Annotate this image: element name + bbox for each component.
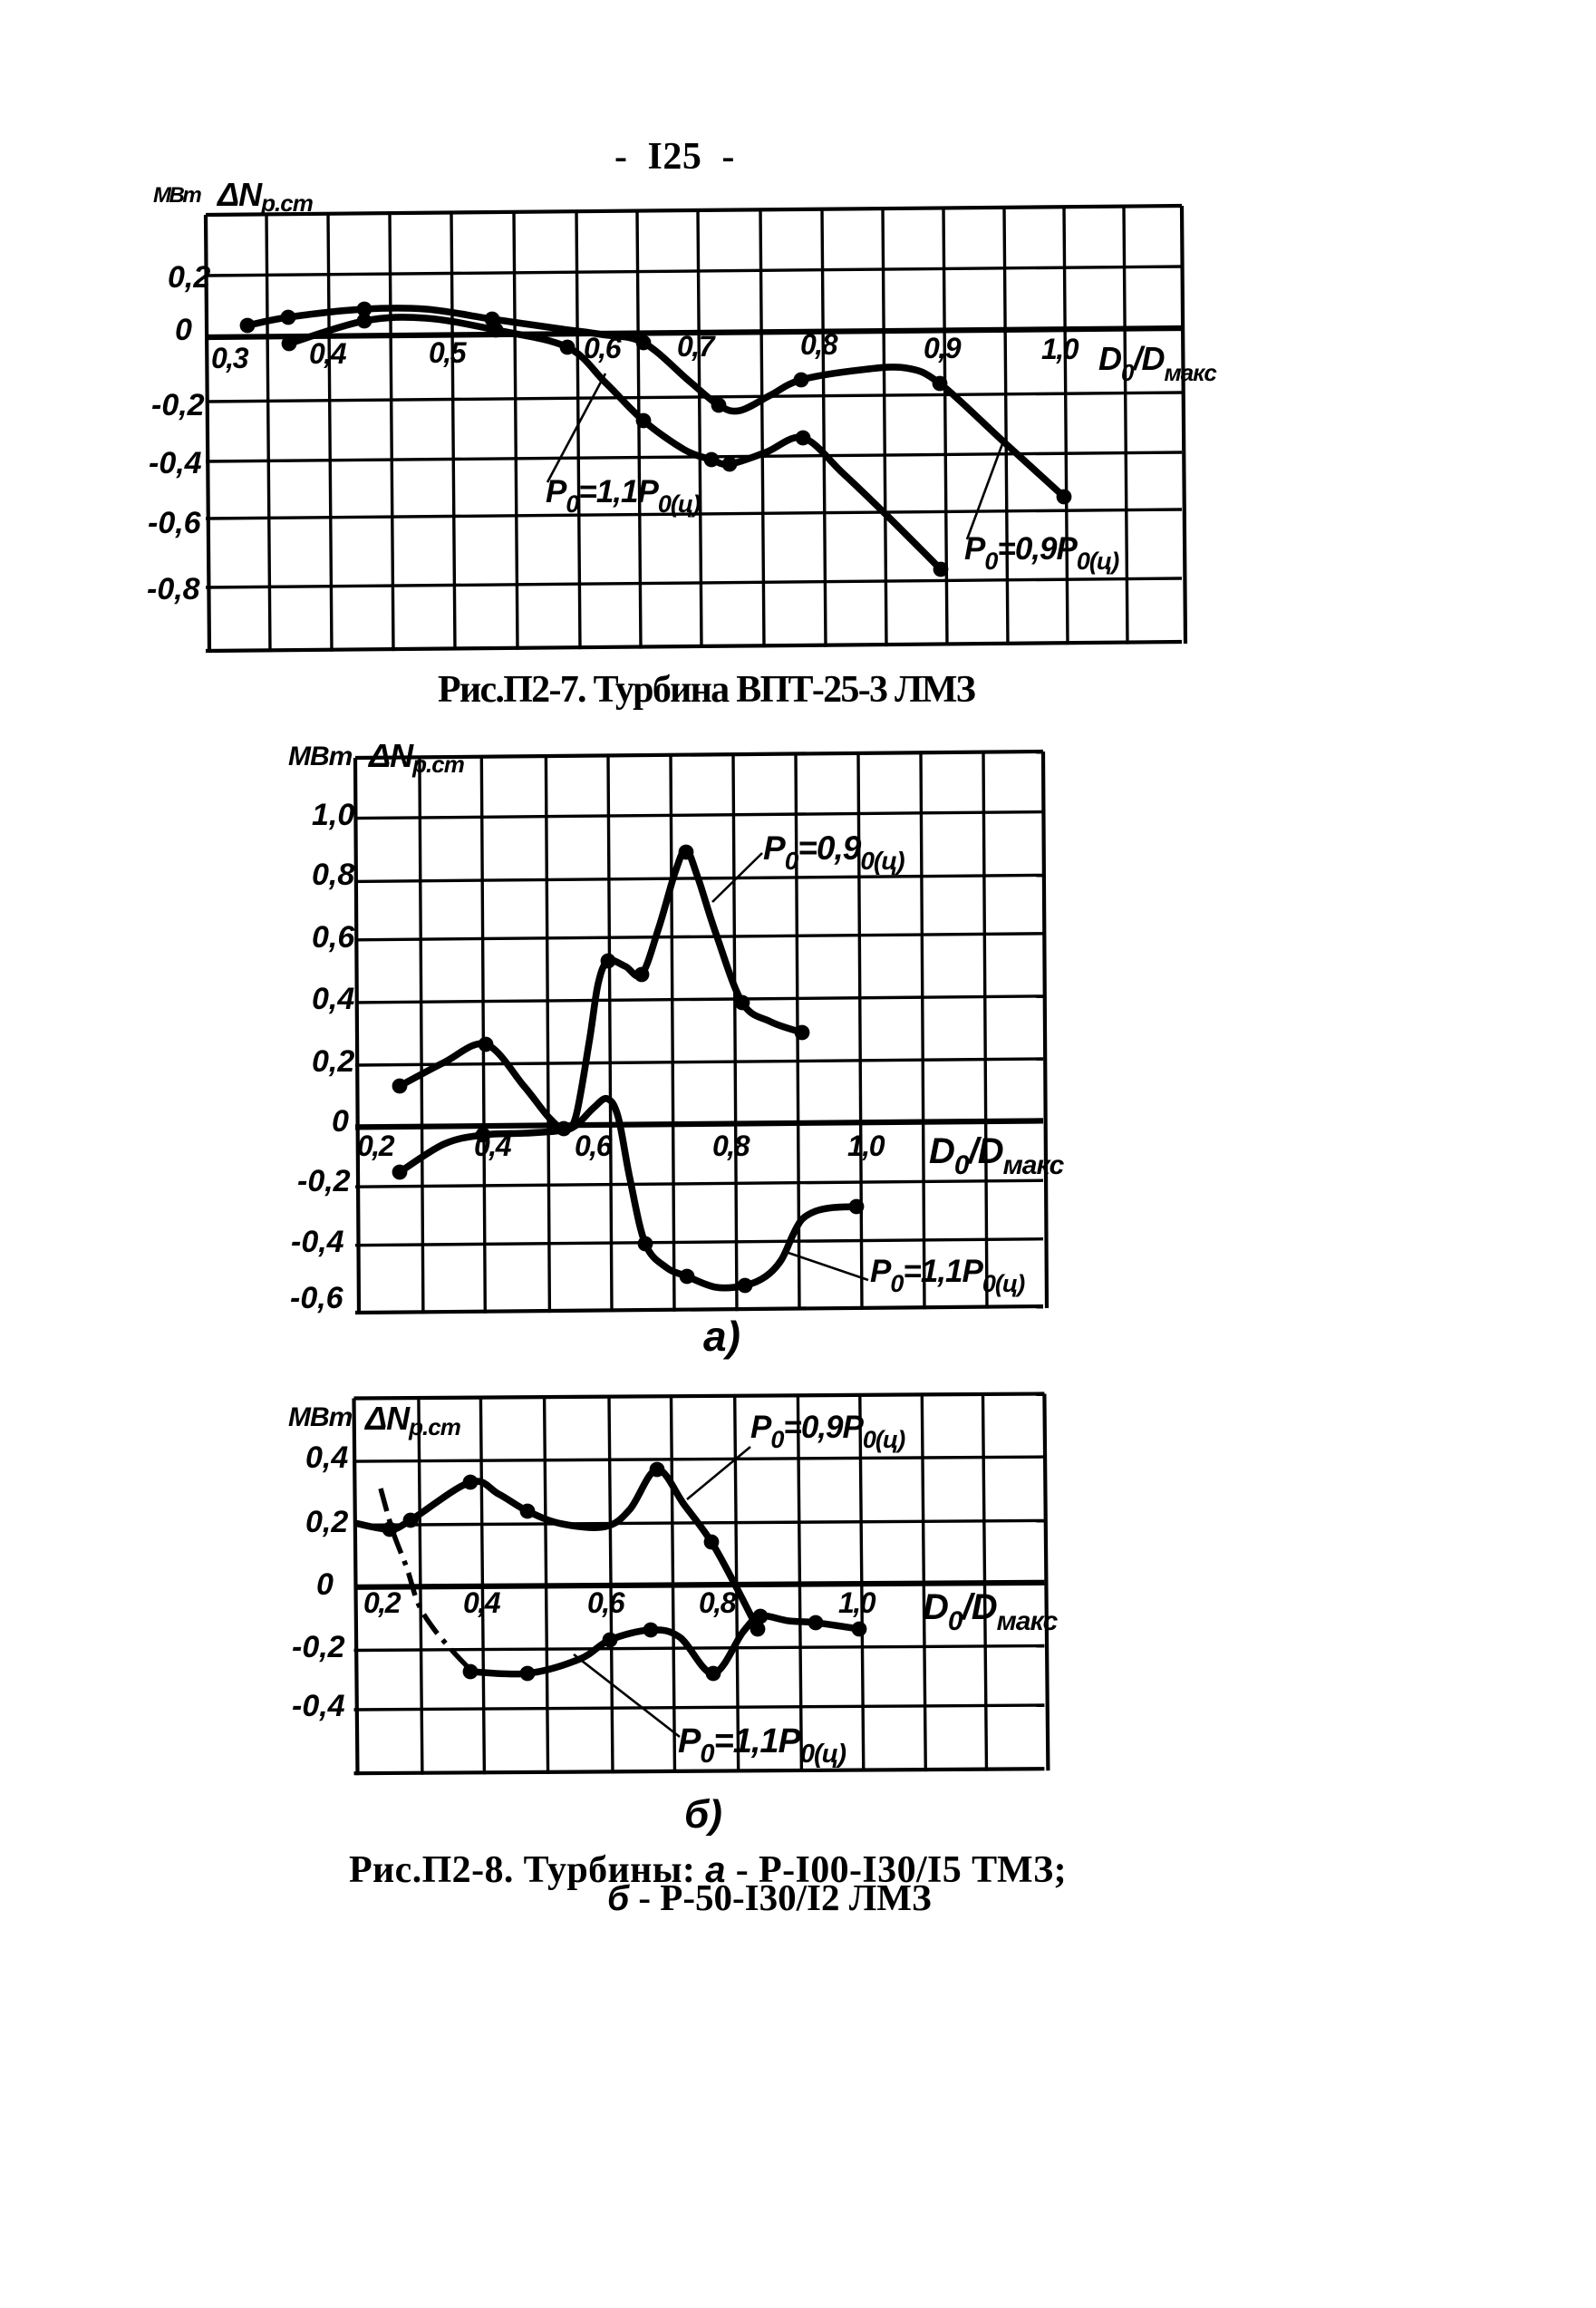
svg-text:0,6: 0,6 bbox=[587, 1586, 625, 1619]
svg-text:0: 0 bbox=[175, 313, 192, 347]
svg-text:-0,4: -0,4 bbox=[149, 446, 202, 480]
svg-text:0,2: 0,2 bbox=[312, 1044, 354, 1079]
svg-text:0: 0 bbox=[332, 1104, 349, 1139]
svg-text:0: 0 bbox=[316, 1567, 334, 1602]
svg-text:ΔNр.ст: ΔNр.ст bbox=[216, 176, 314, 217]
svg-text:-0,4: -0,4 bbox=[291, 1225, 344, 1259]
svg-text:0,2: 0,2 bbox=[357, 1130, 395, 1162]
svg-text:б - Р-50-І30/І2 ЛМЗ: б - Р-50-І30/І2 ЛМЗ bbox=[607, 1876, 932, 1918]
svg-text:-0,4: -0,4 bbox=[292, 1689, 345, 1723]
svg-text:D0/Dмакс: D0/Dмакс bbox=[923, 1587, 1059, 1636]
svg-text:P0=0,9P0(ц): P0=0,9P0(ц) bbox=[964, 531, 1119, 575]
svg-text:0,7: 0,7 bbox=[677, 330, 717, 363]
svg-text:0,2: 0,2 bbox=[363, 1586, 401, 1619]
svg-text:МВт: МВт bbox=[288, 1402, 353, 1432]
svg-text:0,8: 0,8 bbox=[800, 328, 838, 361]
svg-text:-0,2: -0,2 bbox=[297, 1164, 351, 1198]
svg-text:0,6: 0,6 bbox=[575, 1130, 613, 1162]
svg-text:P0=0,9P0(ц): P0=0,9P0(ц) bbox=[750, 1410, 905, 1453]
svg-text:D0/Dмакс: D0/Dмакс bbox=[1098, 340, 1217, 386]
svg-text:б): б) bbox=[684, 1792, 722, 1837]
svg-text:1,0: 1,0 bbox=[847, 1130, 885, 1162]
svg-text:-0,6: -0,6 bbox=[148, 506, 202, 540]
svg-text:0,8: 0,8 bbox=[312, 858, 354, 892]
svg-text:0,8: 0,8 bbox=[712, 1130, 750, 1162]
svg-text:0,6: 0,6 bbox=[584, 332, 622, 364]
svg-text:0,6: 0,6 bbox=[312, 920, 355, 955]
svg-text:-0,8: -0,8 bbox=[147, 572, 200, 606]
svg-text:ΔNр.ст: ΔNр.ст bbox=[363, 1400, 461, 1440]
svg-text:P0=1,1P0(ц): P0=1,1P0(ц) bbox=[870, 1254, 1025, 1297]
svg-text:-0,2: -0,2 bbox=[151, 388, 205, 422]
svg-text:МВт: МВт bbox=[288, 742, 353, 771]
svg-text:1,0: 1,0 bbox=[312, 798, 354, 832]
svg-text:0,4: 0,4 bbox=[309, 337, 347, 370]
svg-text:1,0: 1,0 bbox=[1041, 333, 1079, 365]
svg-text:-0,2: -0,2 bbox=[292, 1630, 345, 1664]
svg-text:0,4: 0,4 bbox=[463, 1586, 501, 1619]
svg-text:0,3: 0,3 bbox=[211, 342, 249, 374]
svg-text:P0=1,1P0(ц): P0=1,1P0(ц) bbox=[678, 1722, 846, 1769]
svg-text:0,5: 0,5 bbox=[429, 336, 468, 369]
svg-text:а): а) bbox=[703, 1313, 740, 1360]
svg-text:Рис.П2-8. Турбины: а - Р-І00-І: Рис.П2-8. Турбины: а - Р-І00-І30/І5 ТМЗ; bbox=[349, 1849, 1067, 1891]
svg-text:0,2: 0,2 bbox=[168, 260, 210, 295]
svg-text:0,8: 0,8 bbox=[699, 1586, 737, 1619]
svg-text:0,4: 0,4 bbox=[474, 1130, 512, 1162]
svg-text:0,9: 0,9 bbox=[924, 332, 962, 364]
svg-text:P0=1,1P0(ц): P0=1,1P0(ц) bbox=[546, 474, 701, 518]
svg-text:Рис.П2-7. Турбина ВПТ-25-3 ЛМЗ: Рис.П2-7. Турбина ВПТ-25-3 ЛМЗ bbox=[438, 669, 976, 711]
svg-text:0,2: 0,2 bbox=[305, 1505, 348, 1539]
svg-text:МВт: МВт bbox=[153, 183, 201, 208]
svg-text:P0=0,90(ц): P0=0,90(ц) bbox=[763, 829, 904, 875]
svg-text:ΔNр.ст: ΔNр.ст bbox=[367, 737, 465, 778]
svg-text:1,0: 1,0 bbox=[838, 1586, 876, 1619]
svg-text:-0,6: -0,6 bbox=[290, 1281, 344, 1315]
svg-text:0,4: 0,4 bbox=[312, 982, 354, 1016]
svg-text:0,4: 0,4 bbox=[305, 1440, 348, 1475]
svg-text:- I25 -: - I25 - bbox=[614, 136, 735, 178]
